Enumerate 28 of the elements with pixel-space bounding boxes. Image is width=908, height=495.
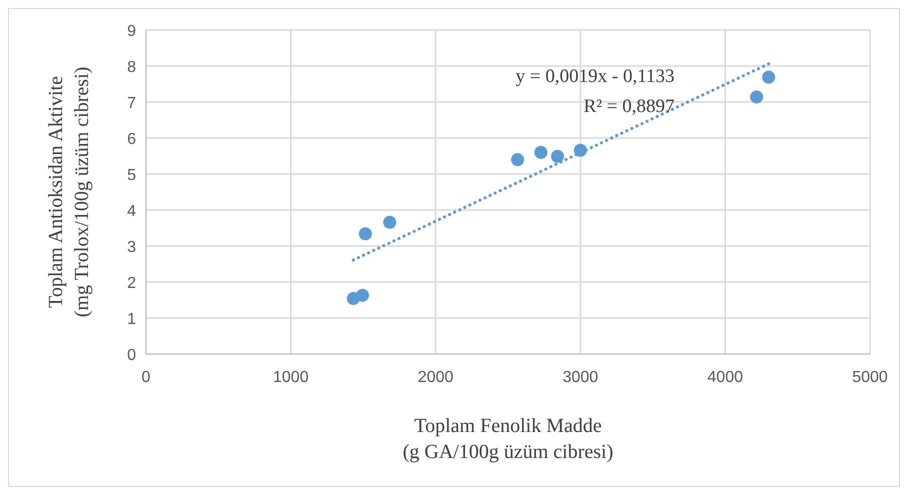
point (762, 70, 776, 84)
y-tick-label: 4 (127, 203, 136, 220)
y-tick-label: 6 (127, 131, 136, 148)
x-tick-label: 1000 (273, 369, 309, 386)
point (750, 90, 764, 104)
point (534, 146, 548, 159)
annotation: R² = 0,8897 (584, 96, 675, 117)
point (383, 216, 396, 229)
x-tick-label: 4000 (707, 369, 744, 386)
y-tick-label: 0 (127, 347, 136, 364)
x-tick-label: 3000 (562, 369, 598, 386)
y-tick-label: 9 (127, 23, 136, 40)
x-tick-label: 2000 (418, 369, 454, 386)
x-tick-label: 5000 (852, 369, 888, 386)
y-tick-label: 8 (127, 59, 136, 76)
y-tick-label: 2 (127, 275, 136, 292)
point (358, 227, 372, 240)
point (356, 288, 369, 302)
point (511, 153, 524, 166)
point (551, 150, 564, 163)
x-tick-label: 0 (142, 369, 151, 386)
y-tick-label: 3 (127, 239, 136, 256)
y-tick-label: 7 (127, 95, 136, 112)
y-tick-label: 5 (127, 167, 136, 184)
x-axis-title: Toplam Fenolik Madde (g GA/100g üzüm cibresi) (402, 415, 614, 463)
y-tick-label: 1 (127, 311, 136, 328)
annotation: y = 0,0019x - 0,1133 (516, 66, 675, 87)
y-axis-title: Toplam Antioksidan Aktivite (mg Trolox/100g üzüm cibresi) (45, 66, 93, 318)
